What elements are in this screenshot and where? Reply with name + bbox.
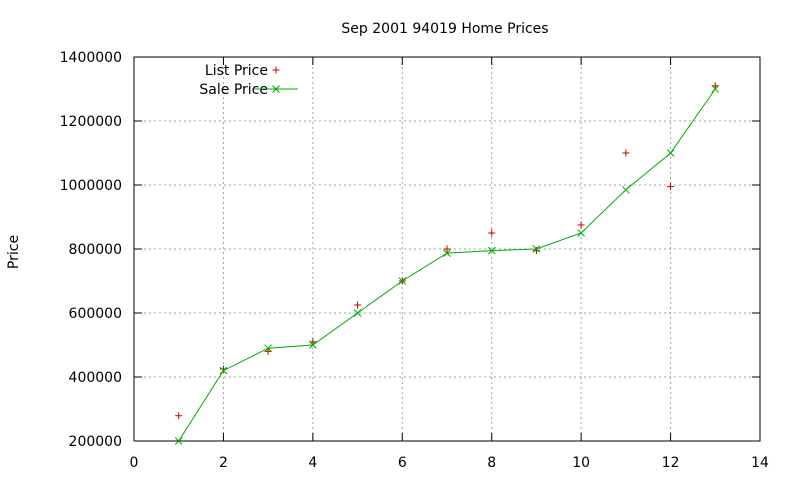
marker-stroke xyxy=(219,366,228,375)
x-tick-label: 0 xyxy=(130,455,139,471)
marker-stroke xyxy=(272,85,280,93)
legend-item-list-price: List Price xyxy=(205,63,280,79)
data-point-sale-price xyxy=(577,229,585,237)
data-point-list-price xyxy=(354,301,362,309)
x-tick-label: 12 xyxy=(662,455,680,471)
data-point-sale-price xyxy=(219,366,228,375)
marker-stroke xyxy=(532,245,541,253)
data-point-list-price xyxy=(488,229,496,237)
marker-stroke xyxy=(398,277,407,285)
y-tick-label: 200000 xyxy=(69,434,122,450)
data-point-sale-price xyxy=(353,309,362,317)
grid xyxy=(134,57,760,441)
data-point-list-price xyxy=(667,183,675,191)
legend: List Price Sale Price xyxy=(199,63,298,98)
marker-stroke xyxy=(666,149,675,157)
marker-stroke xyxy=(264,344,272,353)
legend-item-sale-price: Sale Price xyxy=(199,82,298,98)
y-tick-label: 800000 xyxy=(69,242,122,258)
data-point-sale-price xyxy=(264,344,272,353)
series-list-price xyxy=(175,82,719,420)
marker-stroke xyxy=(353,309,362,317)
legend-marker xyxy=(272,66,280,74)
y-tick-label: 1200000 xyxy=(60,114,122,130)
x-tick-label: 8 xyxy=(487,455,496,471)
y-tick-label: 600000 xyxy=(69,306,122,322)
marker-stroke xyxy=(443,249,451,258)
x-tick-label: 6 xyxy=(398,455,407,471)
data-point-sale-price xyxy=(443,249,451,258)
series-layer xyxy=(174,82,720,445)
y-axis-label: Price xyxy=(6,235,22,269)
chart-title: Sep 2001 94019 Home Prices xyxy=(341,21,548,37)
data-point-sale-price xyxy=(487,246,496,255)
data-point-sale-price xyxy=(398,277,407,285)
y-tick-label: 400000 xyxy=(69,370,122,386)
data-point-sale-price xyxy=(622,185,630,194)
data-point-sale-price xyxy=(309,341,317,349)
data-point-list-price xyxy=(577,221,585,229)
data-point-list-price xyxy=(622,149,630,157)
marker-stroke xyxy=(577,229,585,237)
axis-ticks: 0 2 4 6 8 10 12 14 200000 400000 600000 800000 10000… xyxy=(60,50,769,471)
marker-stroke xyxy=(622,185,630,194)
data-point-list-price xyxy=(175,412,183,420)
y-tick-label: 1400000 xyxy=(60,50,122,66)
data-point-sale-price xyxy=(174,437,183,445)
series-sale-price xyxy=(174,85,720,445)
legend-label: Sale Price xyxy=(199,82,268,98)
data-point-sale-price xyxy=(532,245,541,253)
data-point-list-price xyxy=(532,247,540,255)
data-point-list-price xyxy=(309,338,317,346)
series-line-sale-price xyxy=(178,88,716,442)
marker-stroke xyxy=(309,341,317,349)
data-point-list-price xyxy=(443,245,451,253)
data-point-list-price xyxy=(264,347,272,355)
y-tick-label: 1000000 xyxy=(60,178,122,194)
legend-label: List Price xyxy=(205,63,268,79)
x-tick-label: 14 xyxy=(751,455,769,471)
marker-stroke xyxy=(487,246,496,255)
x-tick-label: 2 xyxy=(219,455,228,471)
legend-marker xyxy=(272,85,280,93)
marker-stroke xyxy=(711,85,720,93)
x-tick-label: 10 xyxy=(572,455,590,471)
marker-stroke xyxy=(174,437,183,445)
data-point-sale-price xyxy=(666,149,675,157)
x-tick-label: 4 xyxy=(308,455,317,471)
data-point-list-price xyxy=(711,82,719,90)
data-point-sale-price xyxy=(711,85,720,93)
